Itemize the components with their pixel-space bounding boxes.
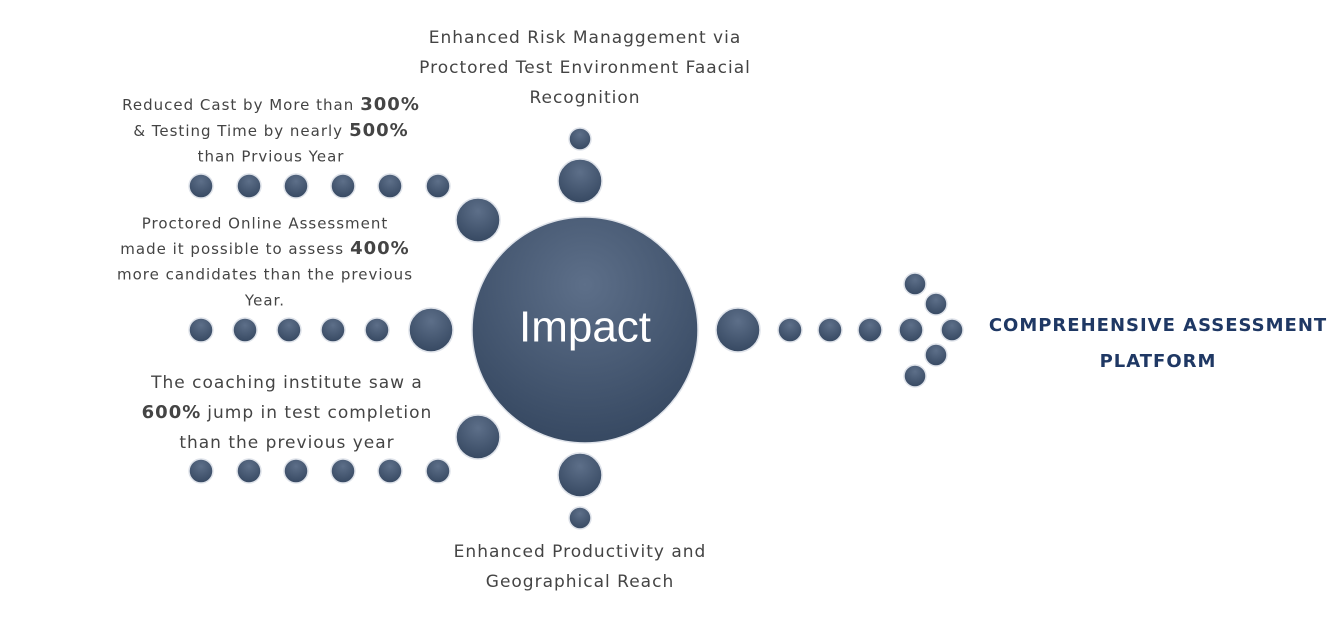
text: jump in test completion — [206, 403, 432, 423]
text-line: than Prvious Year — [198, 148, 345, 166]
text: Reduced Cast by More than — [122, 96, 354, 114]
dot — [557, 452, 603, 498]
dot — [188, 173, 214, 199]
text: made it possible to assess — [120, 240, 344, 258]
dot — [924, 343, 948, 367]
dot — [188, 458, 214, 484]
dot — [188, 317, 214, 343]
text-line: Year. — [244, 292, 285, 310]
text-line: & Testing Time by nearly 500% — [133, 120, 408, 141]
dot — [898, 317, 924, 343]
text-line: than the previous year — [179, 433, 394, 453]
top-text: Enhanced Risk Managgement via Proctored … — [419, 28, 751, 108]
text-line: made it possible to assess 400% — [120, 238, 409, 259]
dot — [377, 458, 403, 484]
bold-text: 600% — [142, 402, 202, 423]
dots — [188, 127, 964, 530]
dot — [903, 364, 927, 388]
dot — [425, 173, 451, 199]
dot — [236, 458, 262, 484]
dot — [568, 127, 592, 151]
bold-text: 300% — [360, 94, 420, 115]
text-line: Reduced Cast by More than 300% — [122, 94, 420, 115]
dot — [857, 317, 883, 343]
text-line: Enhanced Productivity and — [454, 542, 707, 562]
bold-text: 500% — [349, 120, 409, 141]
text-line: Enhanced Risk Managgement via — [429, 28, 742, 48]
left-middle-text: Proctored Online Assessment made it poss… — [117, 215, 413, 310]
left-top-text: Reduced Cast by More than 300% & Testing … — [122, 94, 420, 166]
dot — [940, 318, 964, 342]
dot — [377, 173, 403, 199]
dot — [715, 307, 761, 353]
text-line: 600% jump in test completion — [142, 402, 433, 423]
text-line: Proctored Test Environment Faacial — [419, 58, 751, 78]
text-line: COMPREHENSIVE ASSESSMENT — [989, 315, 1327, 336]
dot — [924, 292, 948, 316]
dot — [276, 317, 302, 343]
text-line: Recognition — [529, 88, 640, 108]
dot — [236, 173, 262, 199]
dot — [568, 506, 592, 530]
dot — [320, 317, 346, 343]
bottom-text: Enhanced Productivity and Geographical R… — [454, 542, 707, 592]
text-line: The coaching institute saw a — [150, 373, 423, 393]
dot — [364, 317, 390, 343]
dot — [283, 458, 309, 484]
bold-text: 400% — [350, 238, 410, 259]
dot — [455, 414, 501, 460]
dot — [330, 458, 356, 484]
dot — [330, 173, 356, 199]
dot — [557, 158, 603, 204]
right-text: COMPREHENSIVE ASSESSMENT PLATFORM — [989, 315, 1327, 372]
dot — [455, 197, 501, 243]
dot — [817, 317, 843, 343]
text-line: more candidates than the previous — [117, 266, 413, 284]
dot — [903, 272, 927, 296]
text-line: Proctored Online Assessment — [142, 215, 389, 233]
left-bottom-text: The coaching institute saw a 600% jump in… — [142, 373, 433, 453]
dot — [408, 307, 454, 353]
dot — [471, 216, 699, 444]
text-line: Geographical Reach — [486, 572, 674, 592]
center-label: Impact — [519, 303, 651, 352]
dot — [232, 317, 258, 343]
text: & Testing Time by nearly — [133, 122, 343, 140]
dot — [283, 173, 309, 199]
text-line: PLATFORM — [1100, 351, 1217, 372]
dot — [425, 458, 451, 484]
dot — [777, 317, 803, 343]
